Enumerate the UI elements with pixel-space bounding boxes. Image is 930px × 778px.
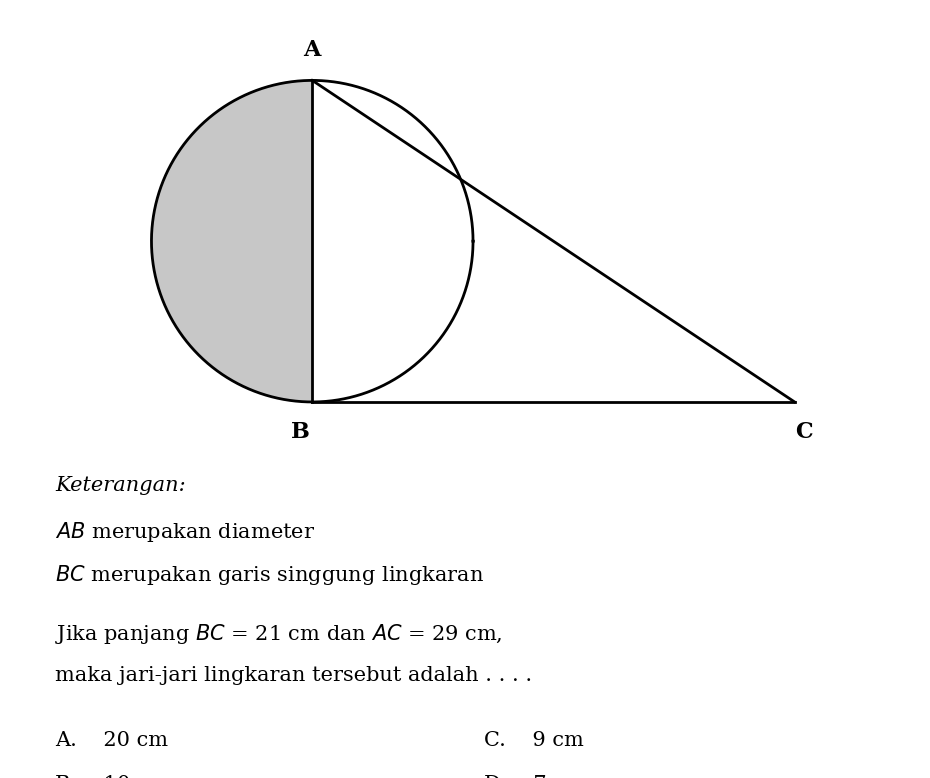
Text: B.    10 cm: B. 10 cm: [55, 775, 168, 778]
Text: C: C: [795, 421, 813, 443]
Text: Jika panjang $BC$ = 21 cm dan $AC$ = 29 cm,: Jika panjang $BC$ = 21 cm dan $AC$ = 29 …: [55, 622, 502, 646]
Text: C.    9 cm: C. 9 cm: [484, 731, 583, 750]
Text: B: B: [291, 421, 310, 443]
Text: D.    7 cm: D. 7 cm: [484, 775, 584, 778]
Text: Keterangan:: Keterangan:: [55, 476, 186, 495]
Text: $AB$ merupakan diameter: $AB$ merupakan diameter: [55, 520, 315, 544]
Text: maka jari-jari lingkaran tersebut adalah . . . .: maka jari-jari lingkaran tersebut adalah…: [55, 666, 532, 685]
Text: $BC$ merupakan garis singgung lingkaran: $BC$ merupakan garis singgung lingkaran: [55, 563, 484, 587]
Text: A.    20 cm: A. 20 cm: [55, 731, 168, 750]
Polygon shape: [152, 80, 312, 402]
Text: A: A: [303, 39, 321, 61]
